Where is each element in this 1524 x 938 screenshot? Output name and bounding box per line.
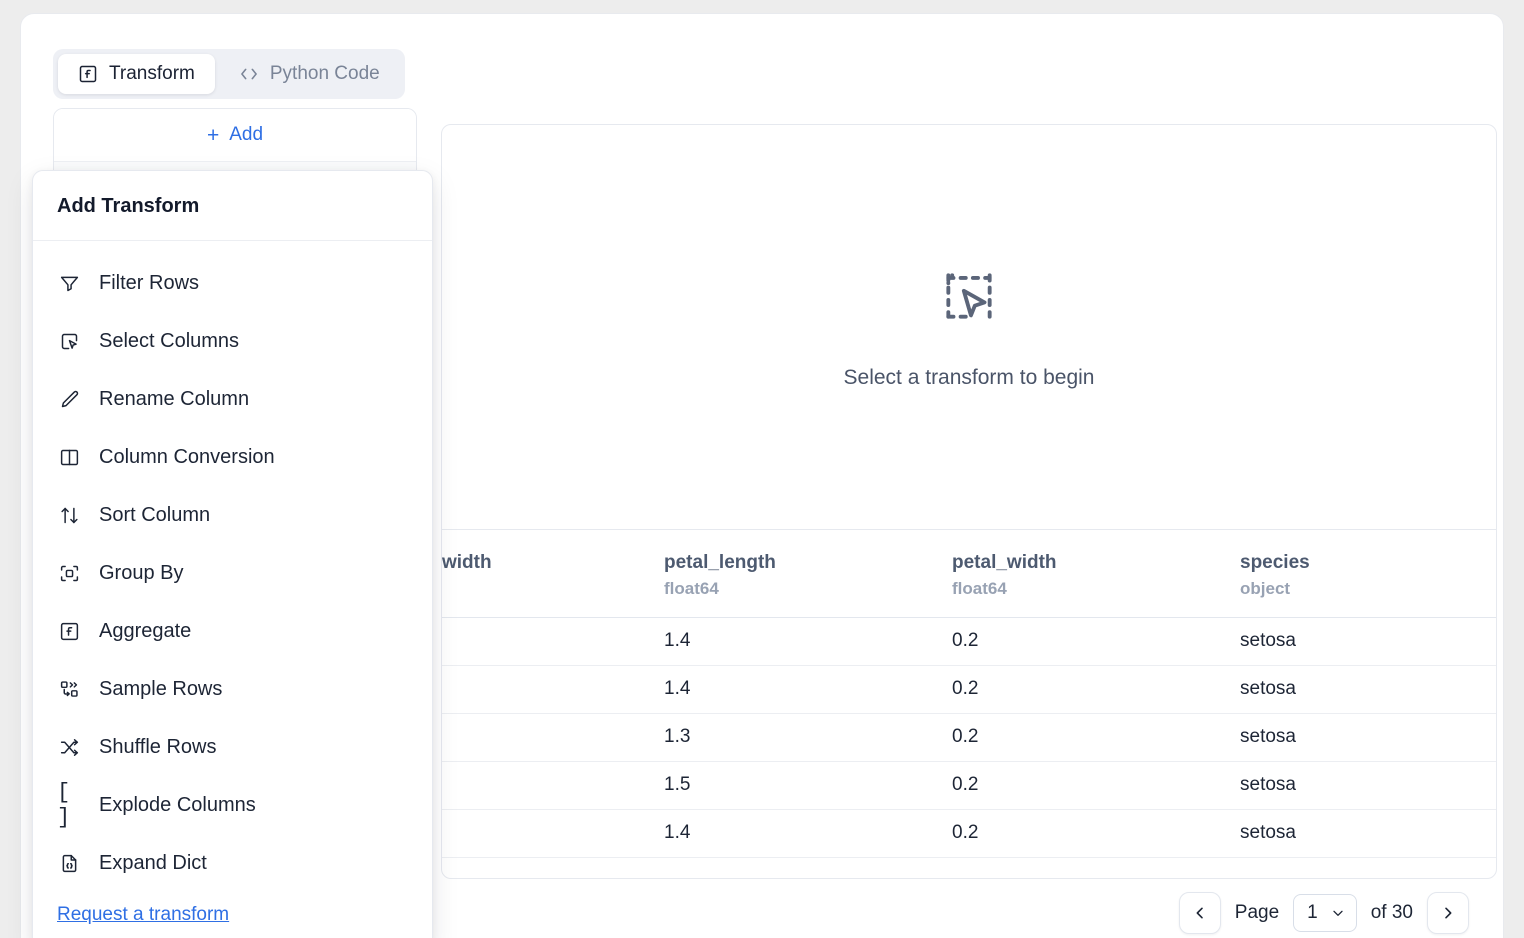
menu-item-aggregate[interactable]: Aggregate (33, 602, 432, 660)
menu-item-shuffle-rows[interactable]: Shuffle Rows (33, 718, 432, 776)
add-transform-label: Add (229, 124, 264, 145)
chevron-right-icon (1445, 907, 1452, 919)
table-cell (442, 713, 664, 762)
total-pages-label: of 30 (1370, 902, 1413, 923)
menu-item-label: Rename Column (99, 387, 250, 410)
columns-icon (57, 445, 81, 469)
page-number-value: 1 (1307, 902, 1318, 923)
code-brackets-icon (239, 64, 259, 84)
table-cell (442, 665, 664, 714)
menu-item-label: Group By (99, 561, 184, 584)
table-col-header[interactable]: width (442, 530, 664, 618)
table-cell (442, 617, 664, 666)
group-icon (57, 561, 81, 585)
pencil-icon (57, 387, 81, 411)
table-cell: 0.2 (952, 809, 1240, 858)
add-transform-button[interactable]: + Add (54, 109, 416, 161)
view-tabbar: Transform Python Code (53, 49, 405, 99)
table-cell: 0.2 (952, 761, 1240, 810)
menu-item-label: Sort Column (99, 503, 211, 526)
tab-python-code-label: Python Code (269, 63, 380, 84)
chevron-left-icon (1196, 907, 1203, 919)
table-cell: setosa (1240, 665, 1496, 714)
menu-item-label: Expand Dict (99, 851, 207, 874)
funnel-icon (57, 271, 81, 295)
menu-item-sort-column[interactable]: Sort Column (33, 486, 432, 544)
table-row: 1.4 0.2 setosa (442, 617, 1496, 666)
menu-item-column-conversion[interactable]: Column Conversion (33, 428, 432, 486)
table-cell: setosa (1240, 809, 1496, 858)
menu-item-rename-column[interactable]: Rename Column (33, 370, 432, 428)
table-cell: 1.4 (664, 665, 952, 714)
function-icon (57, 619, 81, 643)
table-col-header[interactable]: petal_width float64 (952, 530, 1240, 618)
table-row: 1.4 0.2 setosa (442, 809, 1496, 858)
select-cursor-icon (57, 329, 81, 353)
file-braces-icon (57, 851, 81, 875)
popover-title: Add Transform (33, 171, 432, 241)
table-cell: 1.5 (664, 761, 952, 810)
sample-rows-icon (57, 677, 81, 701)
table-cell: 0.2 (952, 617, 1240, 666)
page-number-select[interactable]: 1 (1293, 894, 1357, 932)
menu-item-label: Explode Columns (99, 793, 256, 816)
menu-item-label: Select Columns (99, 329, 240, 352)
table-cell (442, 761, 664, 810)
data-table: width petal_length float64 petal_width f… (442, 530, 1496, 858)
tab-transform-label: Transform (109, 63, 195, 84)
dashed-box-cursor-icon (938, 265, 1000, 332)
menu-item-group-by[interactable]: Group By (33, 544, 432, 602)
table-col-header[interactable]: petal_length float64 (664, 530, 952, 618)
tab-transform[interactable]: Transform (58, 54, 215, 94)
table-cell: 1.4 (664, 809, 952, 858)
table-cell: setosa (1240, 761, 1496, 810)
menu-item-expand-dict[interactable]: Expand Dict (33, 834, 432, 892)
empty-state-text: Select a transform to begin (843, 365, 1095, 389)
table-cell: setosa (1240, 617, 1496, 666)
menu-item-sample-rows[interactable]: Sample Rows (33, 660, 432, 718)
tab-python-code[interactable]: Python Code (219, 54, 400, 94)
empty-state: Select a transform to begin (442, 125, 1496, 529)
menu-item-label: Filter Rows (99, 271, 200, 294)
page-label: Page (1234, 902, 1280, 923)
menu-item-label: Shuffle Rows (99, 735, 217, 758)
transform-menu: Filter Rows Select Columns Rename Column (33, 241, 432, 898)
menu-item-label: Column Conversion (99, 445, 275, 468)
data-table-wrap: width petal_length float64 petal_width f… (442, 529, 1496, 878)
shuffle-icon (57, 735, 81, 759)
table-col-header[interactable]: species object (1240, 530, 1496, 618)
menu-item-filter-rows[interactable]: Filter Rows (33, 254, 432, 312)
table-cell: setosa (1240, 713, 1496, 762)
function-icon (78, 64, 98, 84)
menu-item-explode-columns[interactable]: [ ] Explode Columns (33, 776, 432, 834)
prev-page-button[interactable] (1178, 892, 1221, 934)
menu-item-select-columns[interactable]: Select Columns (33, 312, 432, 370)
plus-icon: + (206, 123, 220, 147)
table-cell: 1.4 (664, 617, 952, 666)
table-cell: 0.2 (952, 665, 1240, 714)
table-row: 1.3 0.2 setosa (442, 713, 1496, 762)
table-cell: 0.2 (952, 713, 1240, 762)
request-transform-link[interactable]: Request a transform (57, 904, 230, 925)
table-header-row: width petal_length float64 petal_width f… (442, 530, 1496, 618)
add-transform-popover: Add Transform Filter Rows Select Columns (32, 170, 433, 938)
sort-arrows-icon (57, 503, 81, 527)
table-row: 1.5 0.2 setosa (442, 761, 1496, 810)
table-cell (442, 809, 664, 858)
chevron-down-icon (1333, 910, 1343, 916)
table-cell: 1.3 (664, 713, 952, 762)
table-row: 1.4 0.2 setosa (442, 665, 1496, 714)
menu-item-label: Sample Rows (99, 677, 223, 700)
brackets-icon: [ ] (57, 780, 70, 830)
transform-detail-panel: Select a transform to begin width (441, 124, 1497, 879)
popover-footer: Request a transform (33, 898, 432, 938)
pagination: Page 1 of 30 (1178, 892, 1469, 934)
next-page-button[interactable] (1427, 892, 1469, 934)
menu-item-label: Aggregate (99, 619, 192, 642)
